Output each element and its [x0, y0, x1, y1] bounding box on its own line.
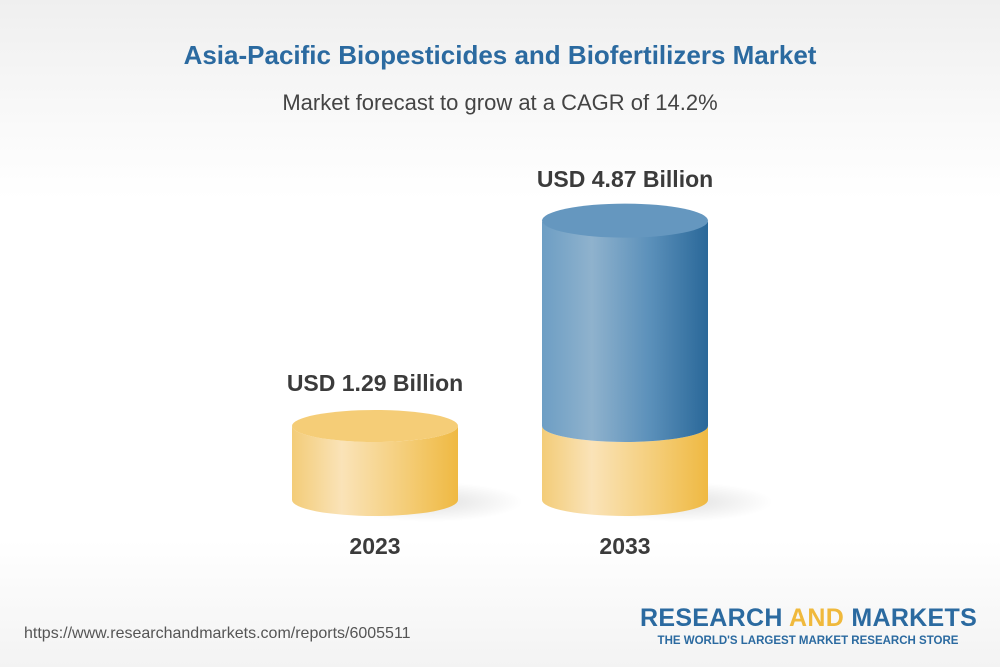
research-and-markets-logo: RESEARCH AND MARKETS THE WORLD'S LARGEST… [640, 604, 978, 647]
logo-word: AND [789, 604, 845, 632]
x-label-2033: 2033 [599, 533, 651, 559]
bar-2033-growth [542, 220, 708, 442]
logo-word: RESEARCH [640, 604, 790, 632]
bar-2023-top [292, 410, 458, 442]
logo-word: MARKETS [844, 604, 978, 632]
value-label-2023: USD 1.29 Billion [286, 370, 464, 396]
report-url[interactable]: https://www.researchandmarkets.com/repor… [24, 625, 411, 642]
bar-2033-base [542, 426, 708, 516]
bar-2023-base [292, 426, 458, 516]
logo-tagline: THE WORLD'S LARGEST MARKET RESEARCH STOR… [657, 635, 959, 647]
value-label-2033: USD 4.87 Billion [536, 166, 714, 192]
chart-title: Asia-Pacific Biopesticides and Biofertil… [183, 40, 817, 70]
x-label-2023: 2023 [349, 533, 401, 559]
chart-subtitle: Market forecast to grow at a CAGR of 14.… [282, 90, 718, 115]
bar-2033-top [542, 203, 708, 238]
